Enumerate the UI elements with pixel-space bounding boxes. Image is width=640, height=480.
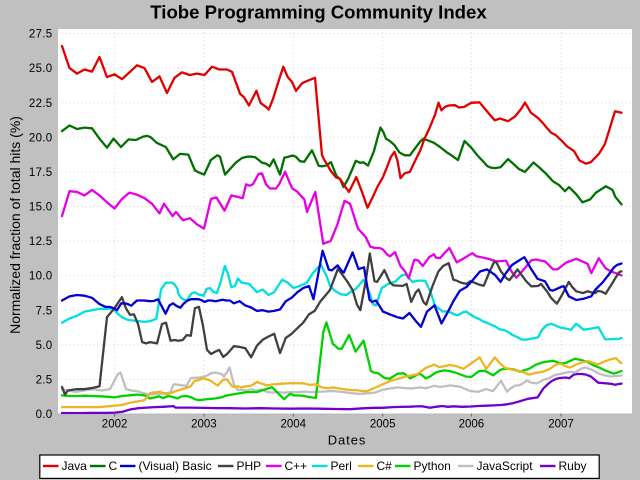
svg-text:7.5: 7.5 xyxy=(36,305,53,317)
svg-text:C: C xyxy=(109,459,118,473)
svg-text:Dates: Dates xyxy=(328,432,366,447)
svg-text:PHP: PHP xyxy=(237,459,262,473)
svg-text:15.0: 15.0 xyxy=(29,202,53,214)
svg-text:2005: 2005 xyxy=(370,419,396,431)
svg-text:Ruby: Ruby xyxy=(559,459,587,473)
svg-text:27.5: 27.5 xyxy=(29,29,53,41)
svg-text:C++: C++ xyxy=(285,459,308,473)
svg-text:Tiobe Programming Community In: Tiobe Programming Community Index xyxy=(150,1,487,22)
svg-text:12.5: 12.5 xyxy=(29,236,53,248)
svg-text:2003: 2003 xyxy=(191,419,217,431)
svg-text:2004: 2004 xyxy=(281,419,307,431)
svg-text:5.0: 5.0 xyxy=(36,340,53,352)
svg-text:C#: C# xyxy=(377,459,393,473)
svg-text:2002: 2002 xyxy=(102,419,128,431)
svg-text:20.0: 20.0 xyxy=(29,132,53,144)
svg-text:2006: 2006 xyxy=(459,419,485,431)
svg-text:22.5: 22.5 xyxy=(29,98,53,110)
svg-text:(Visual) Basic: (Visual) Basic xyxy=(139,459,212,473)
svg-text:0.0: 0.0 xyxy=(36,409,53,421)
svg-text:Perl: Perl xyxy=(331,459,352,473)
svg-text:Python: Python xyxy=(414,459,451,473)
svg-text:2007: 2007 xyxy=(548,419,574,431)
svg-text:JavaScript: JavaScript xyxy=(477,459,534,473)
svg-text:10.0: 10.0 xyxy=(29,271,53,283)
svg-text:Normalized fraction of total h: Normalized fraction of total hits (%) xyxy=(7,116,23,334)
svg-text:25.0: 25.0 xyxy=(29,63,53,75)
svg-text:17.5: 17.5 xyxy=(29,167,53,179)
svg-text:2.5: 2.5 xyxy=(36,375,53,387)
svg-text:Java: Java xyxy=(62,459,88,473)
